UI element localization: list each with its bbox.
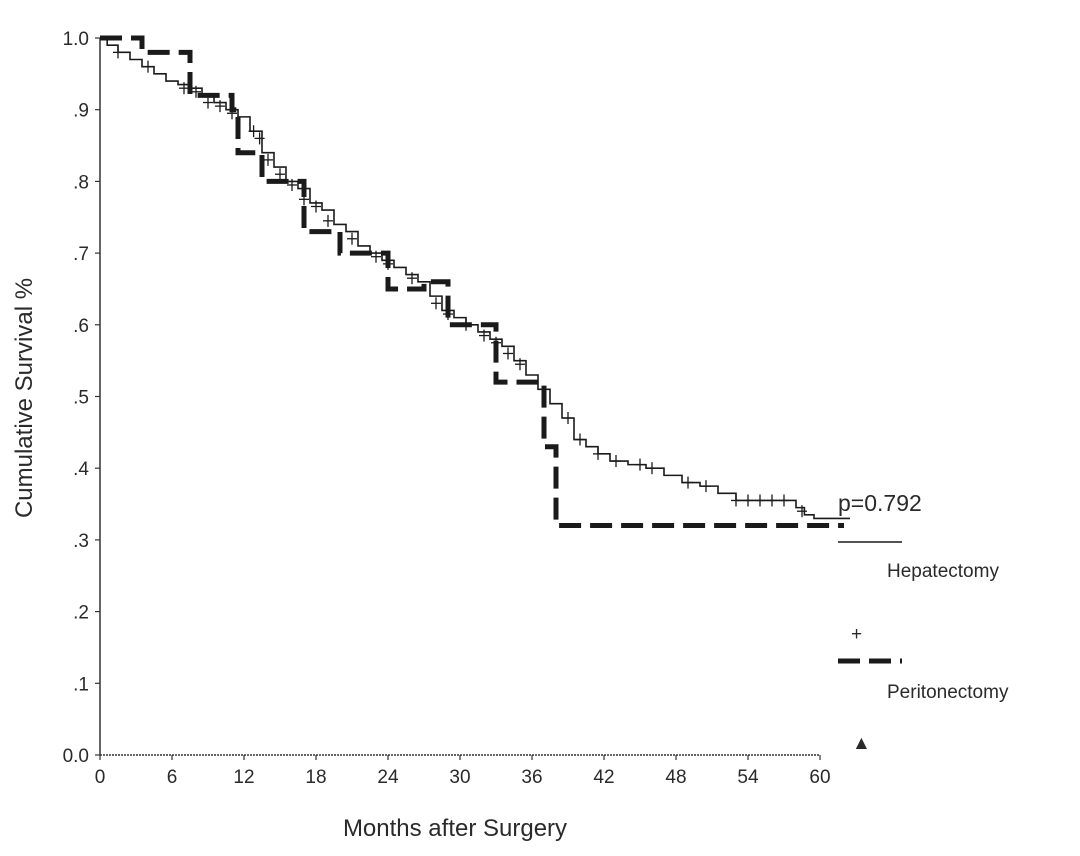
censor-mark-hepatectomy [263,153,273,166]
censor-mark-hepatectomy [254,132,265,145]
y-tick-label: .8 [73,172,89,193]
y-tick-label: .3 [73,531,89,552]
y-tick-label: 0.0 [63,746,89,767]
censor-mark-hepatectomy [203,96,213,109]
series-line-hepatectomy [100,37,850,520]
y-tick-label: .2 [73,603,89,624]
y-tick-label: .9 [73,101,89,122]
censor-mark-hepatectomy [179,82,189,95]
censor-mark-hepatectomy [311,200,321,213]
censor-mark-hepatectomy [113,46,123,59]
x-tick-label: 12 [233,767,254,788]
censor-mark-hepatectomy [371,250,381,263]
y-tick-label: .5 [73,388,89,409]
legend: Hepatectomy + Peritonectomy ▲ [838,541,1009,754]
censor-mark-hepatectomy [347,232,357,245]
x-tick-label: 42 [593,767,614,788]
x-tick-label: 60 [809,767,830,788]
x-tick-label: 0 [95,767,106,788]
y-axis-title: Cumulative Survival % [11,278,38,518]
censor-mark-hepatectomy [563,412,573,425]
x-axis-title: Months after Surgery [343,815,567,842]
censor-mark-hepatectomy [755,494,765,507]
censor-mark-hepatectomy [515,358,525,371]
legend-label-hepatectomy: Hepatectomy [887,561,999,582]
y-tick-label: .4 [73,459,89,480]
series-line-peritonectomy [100,35,844,529]
y-tick-label: .1 [73,674,89,695]
y-ticks: 0.0 .1 .2 .3 .4 .5 .6 .7 .8 .9 1.0 [63,29,100,767]
x-tick-label: 30 [449,767,470,788]
y-tick-label: .7 [73,244,89,265]
x-tick-label: 6 [167,767,178,788]
censor-mark-hepatectomy [731,494,741,507]
censor-mark-hepatectomy [575,433,585,446]
x-axis: 0 6 12 18 24 30 36 42 48 54 60 [95,754,831,788]
censor-mark-hepatectomy [323,214,333,227]
censor-mark-hepatectomy [779,494,789,507]
x-tick-label: 48 [665,767,686,788]
legend-marker-hepatectomy: + [851,624,862,645]
legend-marker-peritonectomy: ▲ [852,733,871,754]
censor-mark-hepatectomy [767,494,777,507]
censor-mark-hepatectomy [683,476,693,489]
y-tick-label: 1.0 [63,29,89,50]
y-axis: 0.0 .1 .2 .3 .4 .5 .6 .7 .8 .9 1.0 [63,29,101,767]
censor-mark-hepatectomy [503,347,513,360]
censor-mark-hepatectomy [431,297,441,310]
p-value-annotation: p=0.792 [838,490,922,516]
x-tick-label: 36 [521,767,542,788]
x-ticks: 0 6 12 18 24 30 36 42 48 54 60 [95,755,831,788]
censor-mark-hepatectomy [743,494,753,507]
x-tick-label: 54 [737,767,759,788]
censor-mark-hepatectomy [647,462,657,475]
plot-area [100,35,850,529]
censor-mark-hepatectomy [143,60,153,73]
censor-mark-hepatectomy [479,329,489,342]
censor-mark-hepatectomy [797,505,807,518]
censor-mark-hepatectomy [701,480,711,493]
censor-mark-hepatectomy [248,125,259,138]
censor-mark-hepatectomy [593,447,603,460]
censor-mark-hepatectomy [275,168,285,181]
censor-mark-hepatectomy [215,100,225,113]
censor-mark-hepatectomy [407,272,417,285]
censor-mark-hepatectomy [191,85,201,98]
legend-label-peritonectomy: Peritonectomy [887,682,1009,703]
x-tick-label: 18 [305,767,326,788]
censor-mark-hepatectomy [611,455,621,468]
y-tick-label: .6 [73,316,89,337]
censor-mark-hepatectomy [635,458,645,471]
x-tick-label: 24 [377,767,399,788]
censor-mark-hepatectomy [287,178,297,191]
